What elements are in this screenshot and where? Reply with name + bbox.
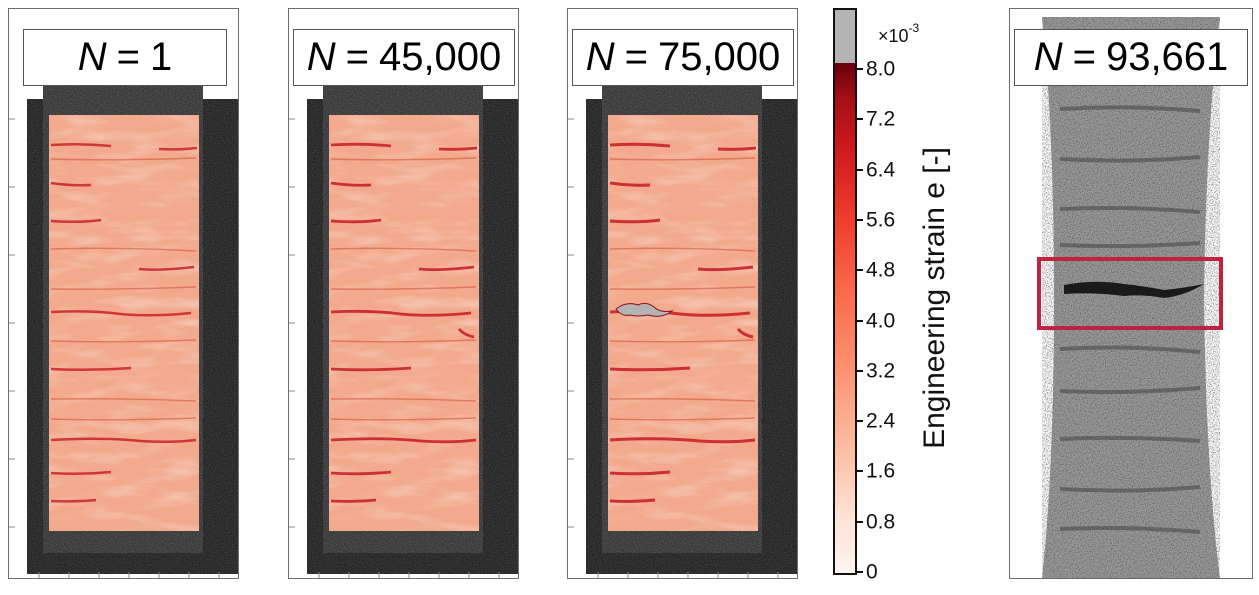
colorbar-tick-mark xyxy=(857,218,863,221)
colorbar-tick-label: 4.0 xyxy=(866,309,896,332)
cycle-variable: N xyxy=(306,35,336,79)
fracture-crack xyxy=(1064,281,1204,298)
colorbar-tick-mark xyxy=(857,420,863,423)
colorbar-tick-label: 0 xyxy=(866,560,878,584)
colorbar-tick-mark xyxy=(857,168,863,171)
colorbar-tick-mark xyxy=(857,369,863,372)
equals-sign: = xyxy=(345,35,369,79)
colorbar-tick-mark xyxy=(857,571,863,573)
failed-specimen-photo xyxy=(1010,9,1252,578)
colorbar-tick-mark xyxy=(857,68,863,70)
colorbar-tick-label: 0.8 xyxy=(866,510,896,534)
panel-title-4: N = 93,661 xyxy=(1014,29,1248,86)
crack-overflow-region xyxy=(615,302,674,317)
dic-panel-3: N = 75,000 xyxy=(567,8,798,579)
equals-sign: = xyxy=(1072,35,1096,79)
colorbar-tick-mark xyxy=(857,470,863,473)
colorbar-tick-label: 2.4 xyxy=(866,409,896,433)
dic-strain-map-1 xyxy=(9,9,238,578)
cycle-variable: N xyxy=(585,35,615,79)
colorbar-tick-label: 3.2 xyxy=(866,359,896,383)
equals-sign: = xyxy=(624,35,648,79)
cycle-count: 75,000 xyxy=(657,35,781,79)
colorbar-tick-mark xyxy=(857,118,863,121)
cycle-count: 1 xyxy=(150,35,173,79)
colorbar-tick-label: 5.6 xyxy=(866,208,896,232)
dic-panel-1: N = 1 xyxy=(8,8,239,579)
strain-colorbar xyxy=(833,8,857,575)
panel-title-2: N = 45,000 xyxy=(293,29,515,86)
cycle-variable: N xyxy=(77,35,107,79)
fracture-highlight-box xyxy=(1037,257,1223,330)
colorbar-overflow-swatch xyxy=(835,10,855,63)
colorbar-tick-mark xyxy=(857,269,863,272)
dic-panel-2: N = 45,000 xyxy=(288,8,519,579)
colorbar-tick-label: 6.4 xyxy=(866,158,896,182)
colorbar-tick-label: 1.6 xyxy=(866,459,896,483)
cycle-variable: N xyxy=(1033,35,1063,79)
dic-strain-map-3 xyxy=(568,9,797,578)
colorbar-tick-label: 8.0 xyxy=(866,57,896,81)
specimen-photo-panel: N = 93,661 xyxy=(1009,8,1253,579)
colorbar-gradient xyxy=(835,63,855,573)
cycle-count: 93,661 xyxy=(1105,35,1229,79)
equals-sign: = xyxy=(116,35,140,79)
colorbar-tick-mark xyxy=(857,319,863,322)
cycle-count: 45,000 xyxy=(378,35,502,79)
colorbar-exponent: ×10-3 xyxy=(878,21,920,46)
colorbar-tick-mark xyxy=(857,520,863,523)
panel-title-3: N = 75,000 xyxy=(572,29,794,86)
dic-strain-map-2 xyxy=(289,9,518,578)
colorbar-tick-label: 7.2 xyxy=(866,107,896,131)
colorbar-title: Engineering strain e [-] xyxy=(918,147,951,449)
panel-title-1: N = 1 xyxy=(23,29,227,86)
colorbar-tick-label: 4.8 xyxy=(866,258,896,282)
